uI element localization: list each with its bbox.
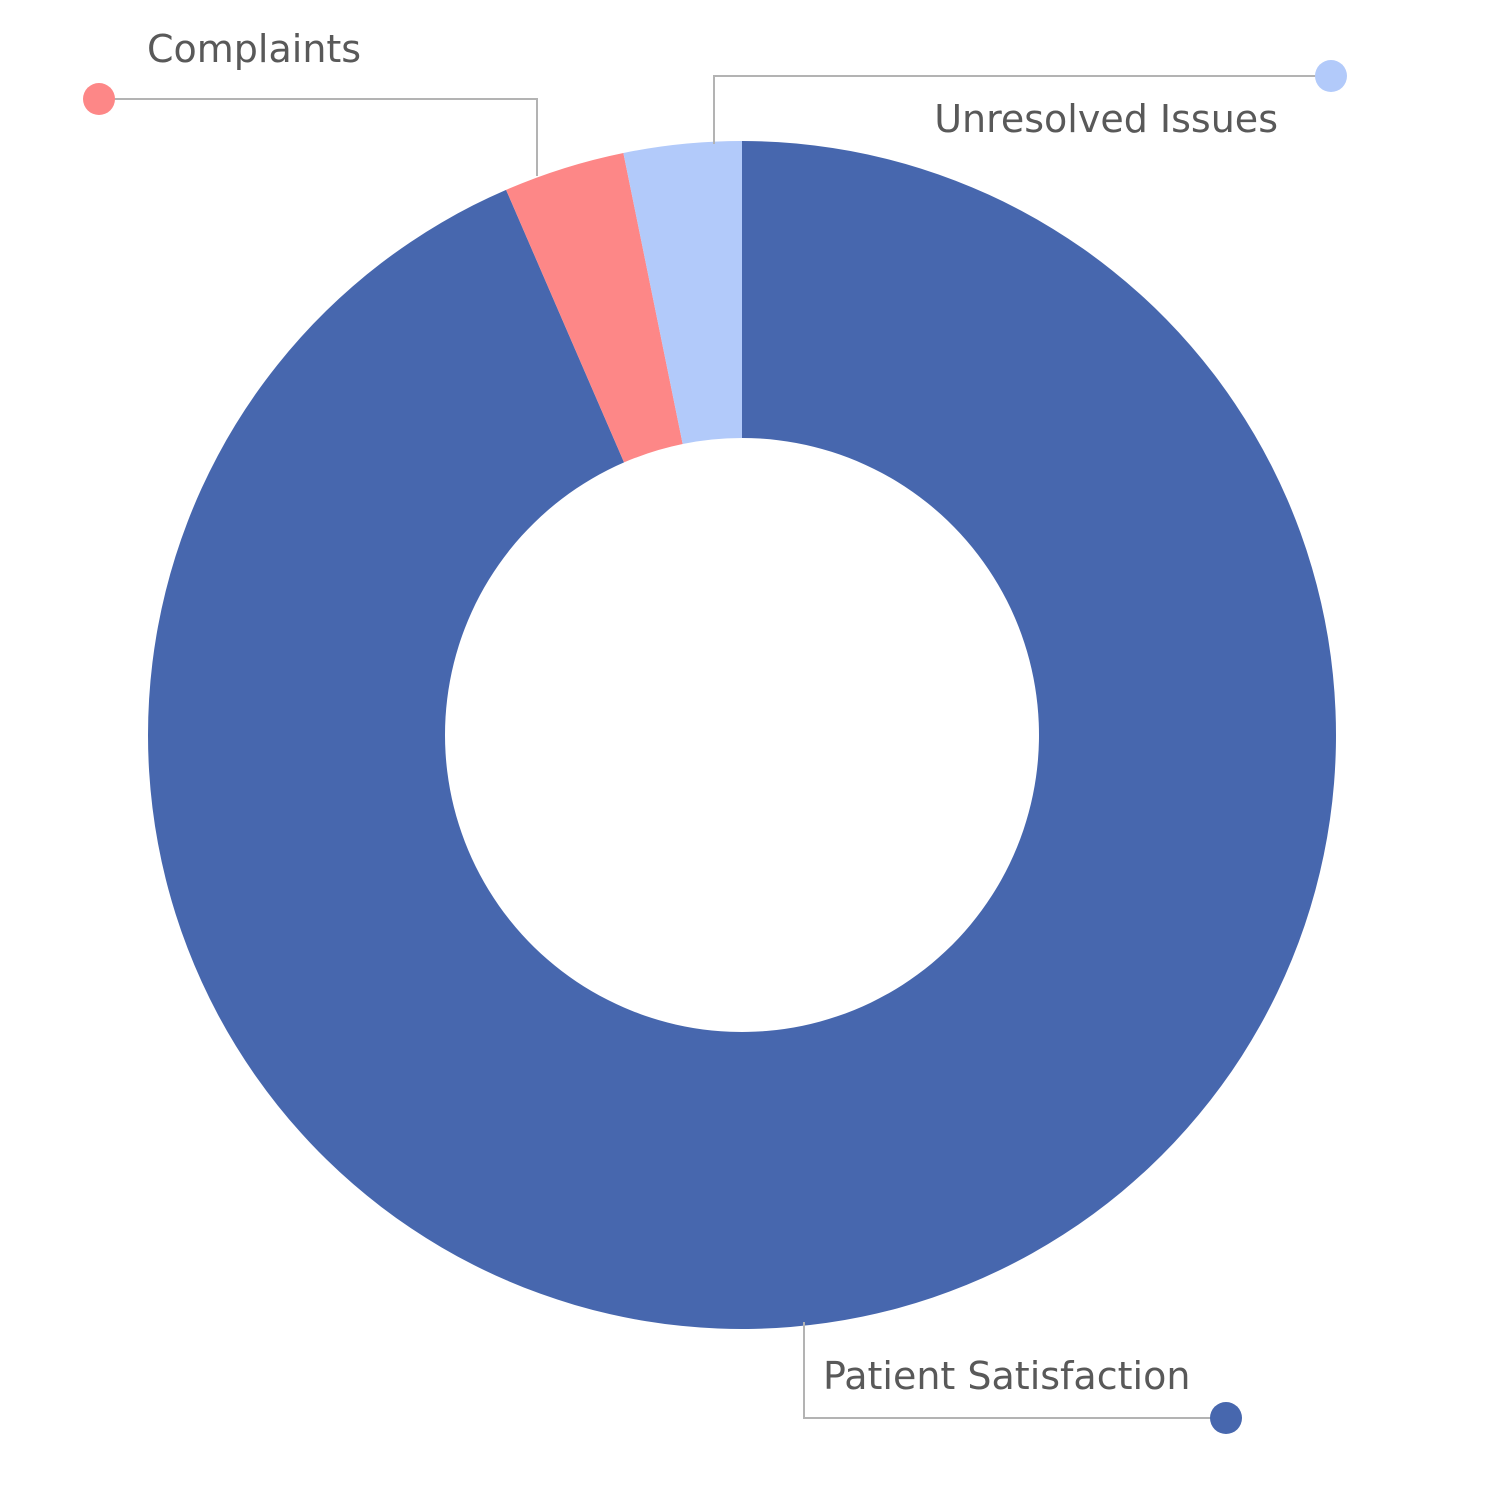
marker-dot-unresolved-issues xyxy=(1315,60,1347,92)
marker-dot-patient-satisfaction xyxy=(1210,1402,1242,1434)
slice-label-complaints: Complaints xyxy=(147,27,361,71)
callout-unresolved-issues: Unresolved Issues xyxy=(713,60,1347,144)
callout-complaints: Complaints xyxy=(83,27,538,176)
slice-unresolved-issues xyxy=(623,141,742,444)
leader-line-patient-satisfaction xyxy=(803,1322,1226,1419)
leader-line-complaints xyxy=(99,98,538,176)
leader-line-unresolved-issues xyxy=(713,75,1331,144)
slice-complaints xyxy=(506,152,683,463)
slice-patient-satisfaction xyxy=(147,141,1337,1329)
slice-label-patient-satisfaction: Patient Satisfaction xyxy=(823,1354,1190,1398)
callout-patient-satisfaction: Patient Satisfaction xyxy=(803,1322,1242,1434)
slice-callouts: Patient Satisfaction Complaints Unresolv… xyxy=(83,27,1347,1434)
donut-slices xyxy=(147,141,1337,1329)
marker-dot-complaints xyxy=(83,83,115,115)
slice-label-unresolved-issues: Unresolved Issues xyxy=(934,97,1278,141)
